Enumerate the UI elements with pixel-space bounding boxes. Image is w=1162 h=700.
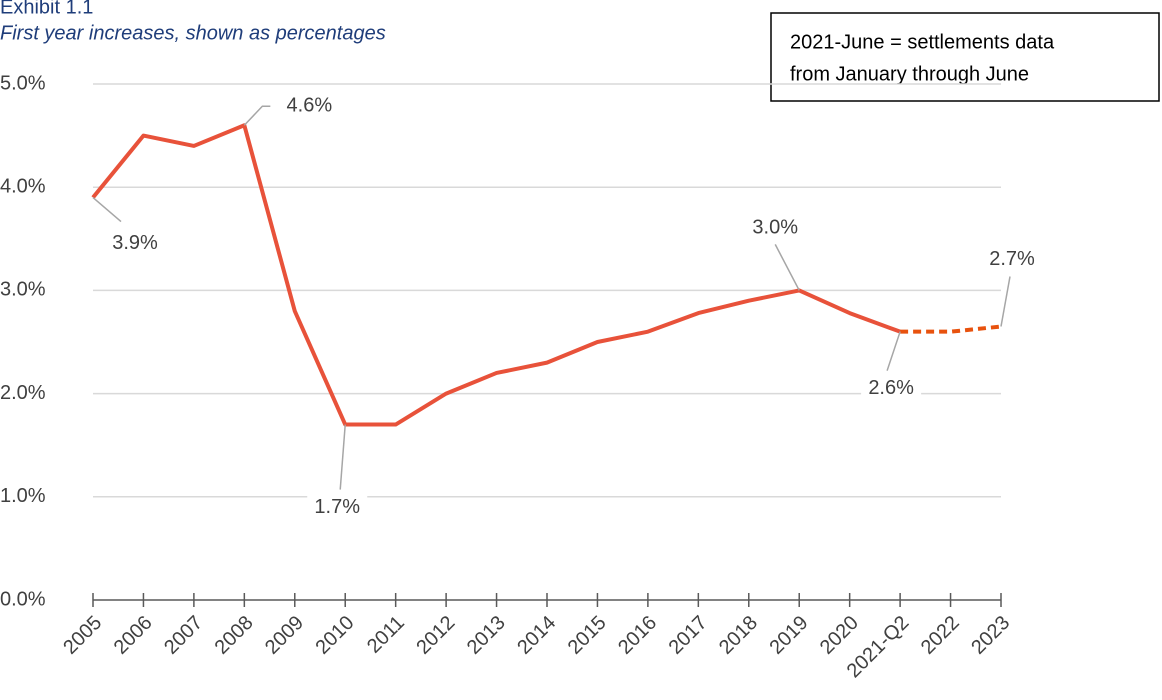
data-line — [900, 324, 1002, 334]
x-tick-label: 2014 — [513, 612, 560, 659]
x-tick-label: 2011 — [363, 612, 409, 658]
leader-line — [243, 105, 271, 126]
x-tick-label: 2006 — [110, 612, 157, 659]
data-label: 4.6% — [287, 95, 333, 117]
x-tick-label: 2018 — [715, 612, 762, 659]
y-tick-label: 4.0% — [0, 175, 46, 197]
data-label: 2.7% — [989, 248, 1035, 270]
annotation: from January through June — [790, 63, 1029, 85]
label-bg — [307, 495, 368, 520]
y-tick-label: 5.0% — [0, 72, 46, 94]
x-tick-label: 2010 — [311, 612, 358, 659]
y-tick-label: 1.0% — [0, 485, 46, 507]
annotation: 2021-June = settlements data — [790, 31, 1055, 53]
leader-line — [886, 331, 901, 371]
chart-subtitle: First year increases, shown as percentag… — [0, 22, 386, 44]
data-label: 1.7% — [314, 496, 360, 518]
label-bg — [861, 376, 922, 401]
chart-title: Exhibit 1.1 — [0, 0, 93, 18]
leader-line — [1000, 276, 1011, 327]
x-tick-label: 2022 — [917, 612, 964, 659]
x-tick-label: 2015 — [564, 612, 611, 659]
label-bg — [982, 247, 1042, 272]
data-label: 2.6% — [868, 377, 914, 399]
y-tick-label: 0.0% — [0, 588, 46, 610]
x-tick-label: 2012 — [412, 612, 459, 659]
data-line — [91, 123, 901, 427]
annotation-box — [770, 12, 1160, 102]
label-bg — [279, 94, 340, 119]
x-tick-label: 2005 — [59, 612, 106, 659]
x-tick-label: 2017 — [665, 612, 712, 659]
y-tick-label: 2.0% — [0, 382, 46, 404]
label-bg — [745, 216, 806, 241]
leader-line — [339, 424, 346, 490]
data-label: 3.9% — [112, 232, 158, 254]
x-tick-label: 2008 — [211, 612, 258, 659]
x-tick-label: 2016 — [614, 612, 661, 659]
x-tick-label: 2013 — [463, 612, 510, 659]
x-tick-label: 2007 — [160, 612, 207, 659]
x-tick-label: 2009 — [261, 612, 308, 659]
x-tick-label: 2023 — [967, 612, 1014, 659]
leader-line — [92, 196, 122, 223]
x-tick-label: 2020 — [816, 612, 863, 659]
x-tick-label: 2019 — [765, 612, 812, 659]
y-tick-label: 3.0% — [0, 279, 46, 301]
data-label: 3.0% — [752, 217, 798, 239]
leader-line — [774, 244, 800, 291]
label-bg — [105, 231, 165, 256]
